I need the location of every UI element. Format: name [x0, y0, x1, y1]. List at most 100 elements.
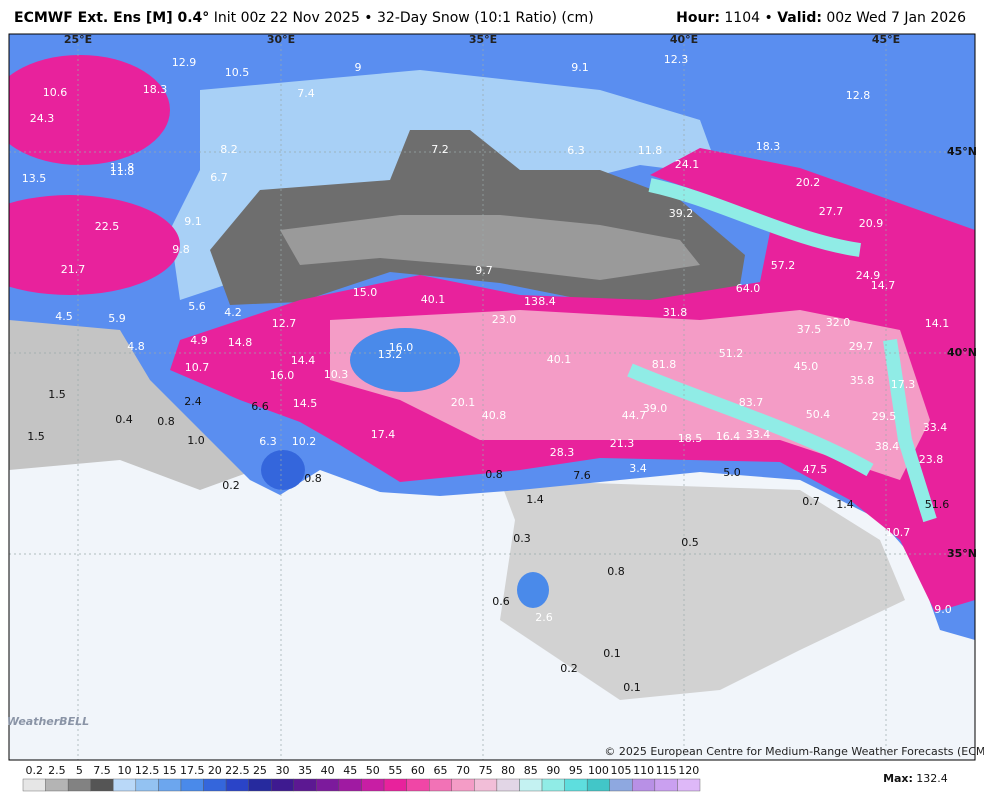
map-value: 4.8	[127, 340, 145, 353]
map-value: 29.5	[872, 410, 897, 423]
mid-grey	[280, 215, 700, 280]
valid: 00z Wed 7 Jan 2026	[826, 10, 966, 26]
map-value: 21.3	[610, 437, 635, 450]
map-value: 3.4	[629, 462, 647, 475]
colorbar-swatch	[90, 778, 114, 792]
map-value: 37.5	[797, 323, 822, 336]
map-value: 47.5	[803, 463, 828, 476]
colorbar-swatch	[406, 778, 430, 792]
colorbar-label: 5	[76, 764, 83, 777]
map-value: 0.8	[607, 565, 625, 578]
colorbar-swatch	[271, 778, 295, 792]
colorbar-swatch	[564, 778, 588, 792]
map-value: 13.5	[22, 172, 47, 185]
map-value: 7.6	[573, 469, 591, 482]
map-value: 11.8	[110, 161, 135, 174]
colorbar-swatch	[609, 778, 633, 792]
map-value: 7.2	[431, 143, 449, 156]
map-value: 33.4	[923, 421, 948, 434]
colorbar-label: 55	[388, 764, 402, 777]
lon-label: 30°E	[267, 33, 295, 46]
map-value: 14.8	[228, 336, 253, 349]
pink-w	[9, 195, 180, 295]
colorbar-swatch	[586, 778, 610, 792]
map-value: 2.6	[535, 611, 553, 624]
map-value: 21.7	[61, 263, 86, 276]
colorbar-swatch	[474, 778, 498, 792]
colorbar-label: 22.5	[225, 764, 250, 777]
header-left: ECMWF Ext. Ens [M] 0.4° Init 00z 22 Nov …	[14, 10, 594, 26]
colorbar-swatch	[496, 778, 520, 792]
map-value: 57.2	[771, 259, 796, 272]
cyan-band	[627, 178, 937, 523]
colorbar-swatch	[383, 778, 407, 792]
map-value: 5.6	[188, 300, 206, 313]
map-value: 40.8	[482, 409, 507, 422]
map-value: 10.6	[43, 86, 68, 99]
map-value: 51.6	[925, 498, 950, 511]
map-value: 12.3	[664, 53, 689, 66]
logo: WeatherBELL	[7, 715, 89, 728]
map-value: 0.1	[623, 681, 641, 694]
map-value: 32.0	[826, 316, 851, 329]
map-value: 14.1	[925, 317, 950, 330]
colorbar-label: 20	[208, 764, 222, 777]
colorbar-label: 45	[343, 764, 357, 777]
blue-hole	[350, 328, 460, 392]
map-value: 31.8	[663, 306, 688, 319]
colorbar-swatch	[338, 778, 362, 792]
map-value: 0.6	[492, 595, 510, 608]
colorbar-label: 115	[656, 764, 677, 777]
colorbar-swatch	[113, 778, 137, 792]
lat-label: 40°N	[947, 346, 977, 359]
colorbar-label: 12.5	[135, 764, 160, 777]
map-value: 50.4	[806, 408, 831, 421]
map-value: 45.0	[794, 360, 819, 373]
map-value: 13	[524, 295, 538, 308]
pink-core	[330, 310, 930, 480]
map-value: 0.8	[157, 415, 175, 428]
colorbar-label: 25	[253, 764, 267, 777]
colorbar-label: 7.5	[93, 764, 111, 777]
colorbar-swatch	[225, 778, 249, 792]
map-value: 1.5	[48, 388, 66, 401]
map-value: 18.3	[143, 83, 168, 96]
colorbar-label: 105	[611, 764, 632, 777]
hour-label: Hour:	[676, 10, 720, 26]
map-value: 29.7	[849, 340, 874, 353]
map-value: 11.8	[638, 144, 663, 157]
colorbar-label: 80	[501, 764, 515, 777]
run: Init 00z 22 Nov 2025 • 32-Day Snow (10:1…	[213, 10, 594, 26]
map-value: 28.3	[550, 446, 575, 459]
map-value: 6.3	[567, 144, 585, 157]
map-value: 64.0	[736, 282, 761, 295]
map-value: 11.8	[110, 165, 135, 178]
colorbar-swatch	[632, 778, 656, 792]
colorbar-swatch	[22, 778, 46, 792]
grey-south	[500, 480, 905, 700]
colorbar-label: 100	[588, 764, 609, 777]
colorbar-label: 65	[433, 764, 447, 777]
colorbar-label: 70	[456, 764, 470, 777]
map-value: 10.7	[886, 526, 911, 539]
map-value: 14.7	[871, 279, 896, 292]
map-value: 8.4	[538, 295, 556, 308]
blue-lake	[517, 572, 549, 608]
map-value: 44.7	[622, 409, 647, 422]
map-value: 20.9	[859, 217, 884, 230]
map-value: 27.7	[819, 205, 844, 218]
map-value: 8.2	[220, 143, 238, 156]
map-value: 1.0	[187, 434, 205, 447]
map-value: 24.1	[675, 158, 700, 171]
colorbar-label: 120	[678, 764, 699, 777]
map-value: 23.8	[919, 453, 944, 466]
map-value: 6.7	[210, 171, 228, 184]
blue-spot	[261, 450, 305, 490]
map-value: 5.0	[723, 466, 741, 479]
map-value: 9.0	[934, 603, 952, 616]
max-label: Max:	[883, 772, 913, 785]
map-value: 17.3	[891, 378, 916, 391]
map-value: 18.5	[678, 432, 703, 445]
pink-nw	[9, 55, 170, 165]
